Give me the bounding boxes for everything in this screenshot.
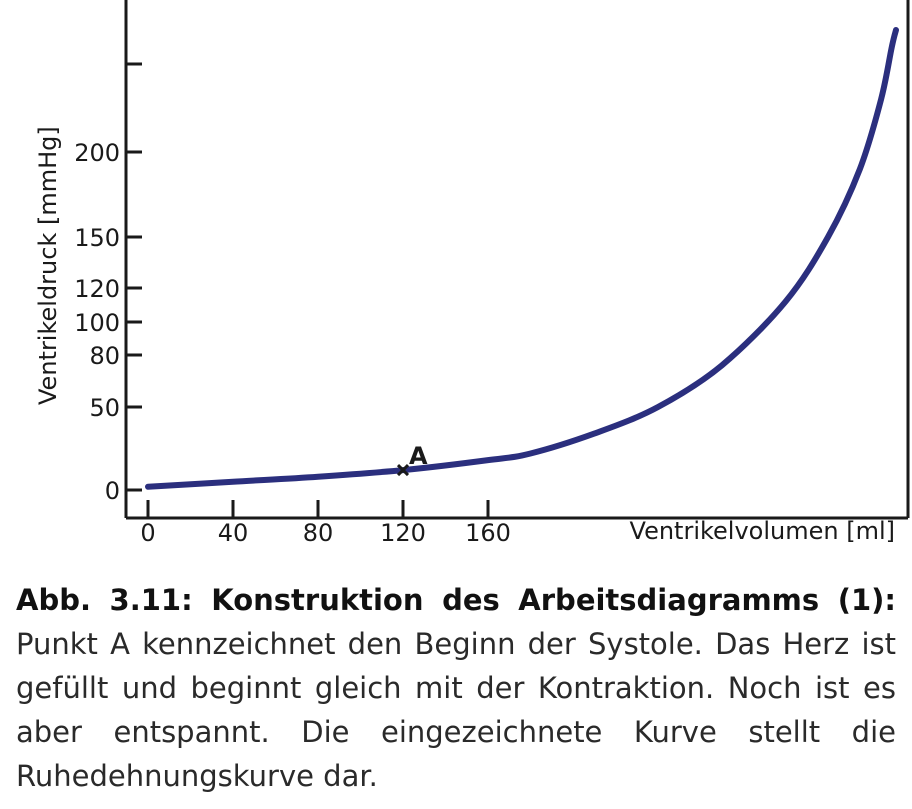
y-tick-label: 80 [89, 342, 120, 370]
x-tick-label: 120 [380, 519, 426, 547]
caption-body: Punkt A kennzeichnet den Beginn der Syst… [16, 627, 896, 793]
chart-svg: 0 50 80 100 120 150 200 0 40 80 120 160 A Ventrike… [34, 0, 910, 547]
x-tick-label: 80 [303, 519, 334, 547]
x-tick-label: 0 [140, 519, 155, 547]
y-tick-label: 50 [89, 394, 120, 422]
y-tick-label: 200 [74, 139, 120, 167]
x-axis-title: Ventrikelvolumen [ml] [630, 517, 895, 545]
figure-caption: Abb. 3.11: Konstruktion des Arbeitsdiagr… [16, 578, 896, 798]
chart-axes [124, 0, 910, 520]
point-a-label: A [409, 442, 428, 470]
x-tick-label: 40 [218, 519, 249, 547]
y-tick-label: 120 [74, 275, 120, 303]
y-ticks-group: 0 50 80 100 120 150 200 [74, 62, 142, 505]
y-axis-title: Ventrikeldruck [mmHg] [34, 126, 62, 405]
y-tick-label: 150 [74, 224, 120, 252]
annotations-group: A [396, 442, 428, 477]
point-a-marker [396, 464, 410, 477]
x-ticks-group: 0 40 80 120 160 [140, 500, 511, 547]
y-tick-label: 0 [105, 477, 120, 505]
x-tick-label: 160 [465, 519, 511, 547]
ruhedehnungskurve-line [145, 27, 899, 490]
y-tick-label: 100 [74, 309, 120, 337]
series-group [145, 27, 899, 490]
caption-title: Abb. 3.11: Konstruktion des Arbeitsdiagr… [16, 583, 896, 617]
chart-figure: 0 50 80 100 120 150 200 0 40 80 120 160 A Ventrike… [34, 0, 910, 547]
